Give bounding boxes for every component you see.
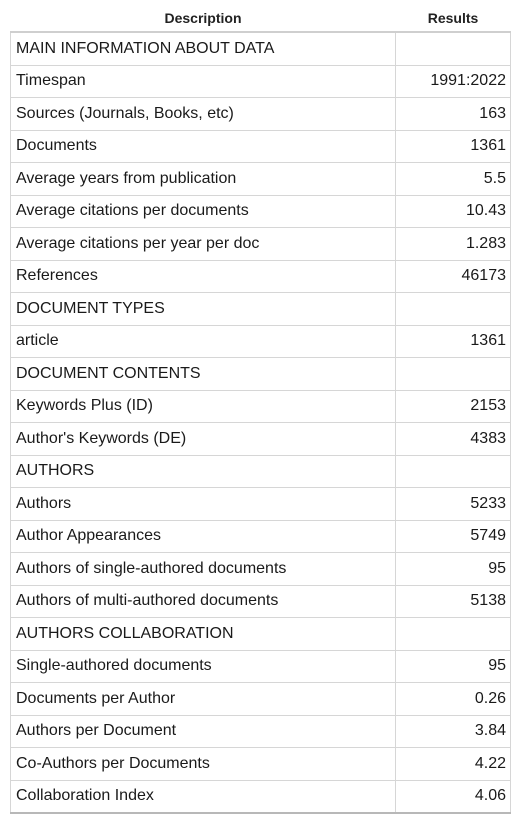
- row-result: 0.26: [395, 682, 511, 716]
- row-result: 5233: [395, 487, 511, 521]
- row-result: 4383: [395, 422, 511, 456]
- table-row: article 1361: [10, 324, 511, 358]
- table-row: Average years from publication 5.5: [10, 162, 511, 196]
- summary-table: Description Results MAIN INFORMATION ABO…: [10, 5, 511, 814]
- row-result: [395, 292, 511, 326]
- table-header-row: Description Results: [10, 5, 511, 33]
- row-description: Average years from publication: [10, 162, 396, 196]
- table-row: Single-authored documents 95: [10, 649, 511, 683]
- row-result: [395, 31, 511, 66]
- row-description: Collaboration Index: [10, 779, 396, 814]
- row-description: DOCUMENT CONTENTS: [10, 357, 396, 391]
- table-row: Documents 1361: [10, 129, 511, 163]
- row-description: Sources (Journals, Books, etc): [10, 97, 396, 131]
- row-result: [395, 617, 511, 651]
- row-description: DOCUMENT TYPES: [10, 292, 396, 326]
- table-row: DOCUMENT TYPES: [10, 292, 511, 326]
- row-description: AUTHORS COLLABORATION: [10, 617, 396, 651]
- row-result: 10.43: [395, 194, 511, 228]
- row-description: Timespan: [10, 64, 396, 98]
- table-row: MAIN INFORMATION ABOUT DATA: [10, 31, 511, 66]
- row-result: 5749: [395, 519, 511, 553]
- table-row: Authors of multi-authored documents 5138: [10, 584, 511, 618]
- row-description: Keywords Plus (ID): [10, 389, 396, 423]
- table-row: Collaboration Index 4.06: [10, 779, 511, 814]
- table-row: Average citations per year per doc 1.283: [10, 227, 511, 261]
- row-description: Author Appearances: [10, 519, 396, 553]
- row-result: 1.283: [395, 227, 511, 261]
- row-result: 2153: [395, 389, 511, 423]
- row-result: 1991:2022: [395, 64, 511, 98]
- row-result: 4.06: [395, 779, 511, 814]
- row-result: 4.22: [395, 747, 511, 781]
- table-row: AUTHORS: [10, 454, 511, 488]
- row-result: 46173: [395, 259, 511, 293]
- table-row: Authors of single-authored documents 95: [10, 552, 511, 586]
- row-description: Co-Authors per Documents: [10, 747, 396, 781]
- row-description: Average citations per year per doc: [10, 227, 396, 261]
- row-description: Average citations per documents: [10, 194, 396, 228]
- table-row: Documents per Author 0.26: [10, 682, 511, 716]
- row-description: Author's Keywords (DE): [10, 422, 396, 456]
- row-description: AUTHORS: [10, 454, 396, 488]
- row-result: [395, 357, 511, 391]
- table-row: Author's Keywords (DE) 4383: [10, 422, 511, 456]
- column-header-description: Description: [10, 5, 396, 33]
- row-result: 95: [395, 649, 511, 683]
- table-row: Authors 5233: [10, 487, 511, 521]
- row-result: 5.5: [395, 162, 511, 196]
- row-description: Authors of single-authored documents: [10, 552, 396, 586]
- row-result: 1361: [395, 129, 511, 163]
- table-row: Sources (Journals, Books, etc) 163: [10, 97, 511, 131]
- table-row: Authors per Document 3.84: [10, 714, 511, 748]
- row-description: Documents: [10, 129, 396, 163]
- table-row: Author Appearances 5749: [10, 519, 511, 553]
- table-row: Keywords Plus (ID) 2153: [10, 389, 511, 423]
- row-result: 163: [395, 97, 511, 131]
- row-description: Authors: [10, 487, 396, 521]
- row-description: article: [10, 324, 396, 358]
- row-description: MAIN INFORMATION ABOUT DATA: [10, 31, 396, 66]
- row-description: Authors per Document: [10, 714, 396, 748]
- row-description: Documents per Author: [10, 682, 396, 716]
- table-row: References 46173: [10, 259, 511, 293]
- row-result: 1361: [395, 324, 511, 358]
- summary-table-container: Description Results MAIN INFORMATION ABO…: [10, 5, 511, 814]
- row-description: References: [10, 259, 396, 293]
- table-row: AUTHORS COLLABORATION: [10, 617, 511, 651]
- table-row: Co-Authors per Documents 4.22: [10, 747, 511, 781]
- table-row: Average citations per documents 10.43: [10, 194, 511, 228]
- row-result: 5138: [395, 584, 511, 618]
- row-description: Single-authored documents: [10, 649, 396, 683]
- table-body: MAIN INFORMATION ABOUT DATA Timespan 1991:…: [10, 31, 511, 814]
- table-row: DOCUMENT CONTENTS: [10, 357, 511, 391]
- column-header-results: Results: [395, 5, 511, 33]
- table-row: Timespan 1991:2022: [10, 64, 511, 98]
- row-result: 95: [395, 552, 511, 586]
- row-description: Authors of multi-authored documents: [10, 584, 396, 618]
- row-result: [395, 454, 511, 488]
- row-result: 3.84: [395, 714, 511, 748]
